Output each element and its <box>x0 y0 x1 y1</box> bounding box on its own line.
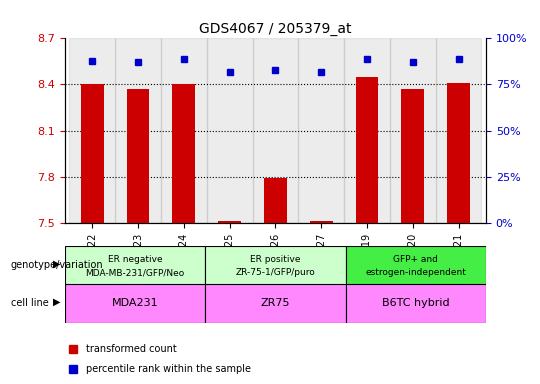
Bar <box>298 38 344 223</box>
Bar <box>436 38 482 223</box>
Text: ZR-75-1/GFP/puro: ZR-75-1/GFP/puro <box>235 268 315 277</box>
Bar <box>69 38 115 223</box>
Title: GDS4067 / 205379_at: GDS4067 / 205379_at <box>199 22 352 36</box>
Text: MDA231: MDA231 <box>112 298 158 308</box>
FancyBboxPatch shape <box>65 246 205 284</box>
Text: cell line: cell line <box>11 298 49 308</box>
Bar <box>161 38 207 223</box>
Bar <box>218 221 241 223</box>
Text: ER positive: ER positive <box>250 255 301 264</box>
Text: ZR75: ZR75 <box>261 298 290 308</box>
Bar <box>172 84 195 223</box>
Bar <box>401 89 424 223</box>
FancyBboxPatch shape <box>205 284 346 323</box>
FancyBboxPatch shape <box>346 284 486 323</box>
Text: percentile rank within the sample: percentile rank within the sample <box>86 364 251 374</box>
Text: ER negative: ER negative <box>107 255 163 264</box>
Text: MDA-MB-231/GFP/Neo: MDA-MB-231/GFP/Neo <box>85 268 185 277</box>
Bar <box>126 89 150 223</box>
Bar <box>81 84 104 223</box>
FancyBboxPatch shape <box>346 246 486 284</box>
Bar <box>344 38 390 223</box>
Text: B6TC hybrid: B6TC hybrid <box>382 298 450 308</box>
Text: genotype/variation: genotype/variation <box>11 260 104 270</box>
Text: ▶: ▶ <box>53 297 60 307</box>
Bar <box>355 77 379 223</box>
Text: transformed count: transformed count <box>86 344 177 354</box>
Text: estrogen-independent: estrogen-independent <box>366 268 466 277</box>
Bar <box>253 38 298 223</box>
Bar <box>310 221 333 223</box>
Bar <box>115 38 161 223</box>
Text: ▶: ▶ <box>53 259 60 269</box>
FancyBboxPatch shape <box>65 284 205 323</box>
Text: GFP+ and: GFP+ and <box>393 255 438 264</box>
Bar <box>390 38 436 223</box>
FancyBboxPatch shape <box>205 246 346 284</box>
Bar <box>207 38 253 223</box>
Bar <box>264 178 287 223</box>
Bar <box>447 83 470 223</box>
